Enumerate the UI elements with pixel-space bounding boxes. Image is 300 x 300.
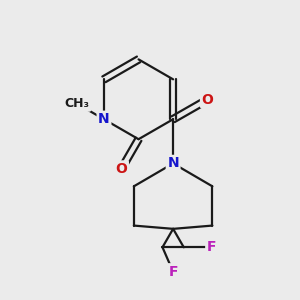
Text: N: N — [167, 156, 179, 170]
Text: O: O — [202, 93, 213, 106]
Text: CH₃: CH₃ — [64, 97, 90, 110]
Text: N: N — [98, 112, 110, 126]
Text: O: O — [116, 162, 127, 176]
Text: F: F — [207, 240, 216, 254]
Text: F: F — [168, 265, 178, 279]
